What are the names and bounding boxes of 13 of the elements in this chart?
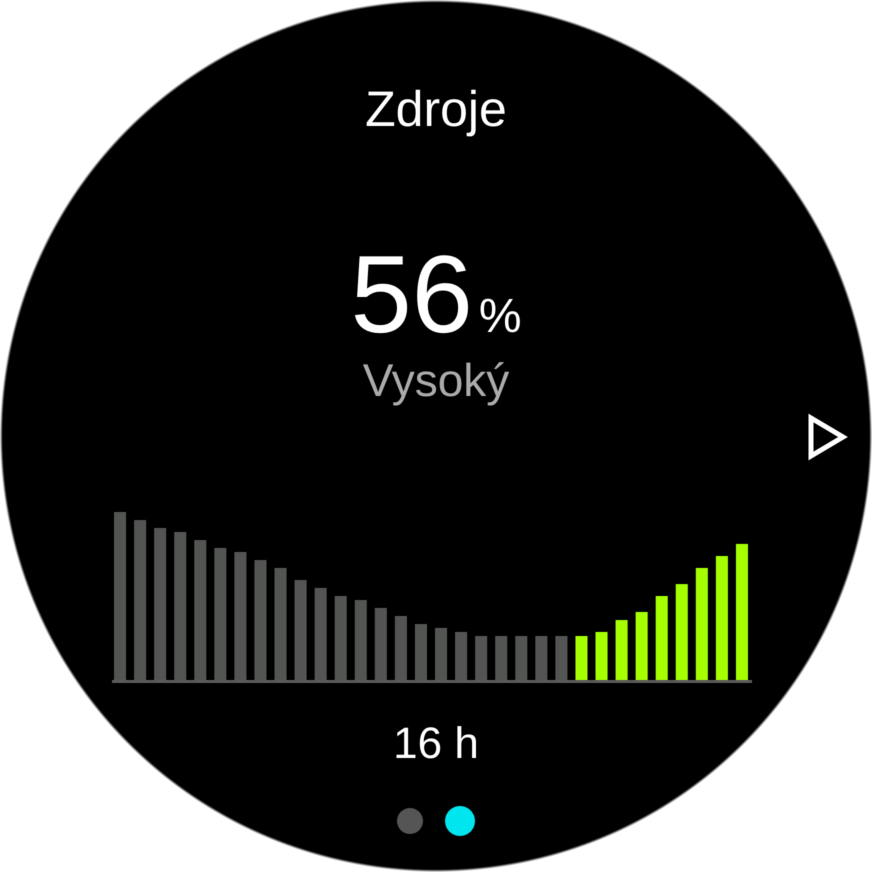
chart-title: Zdroje — [365, 81, 507, 137]
bar — [616, 620, 628, 680]
bar — [716, 556, 728, 680]
bar — [636, 612, 648, 680]
text: Vysoký — [362, 354, 510, 406]
x-axis-title: 16 h — [393, 719, 479, 768]
bar — [696, 568, 708, 680]
bar — [596, 632, 608, 680]
text: 56% — [350, 233, 522, 356]
bar — [736, 544, 748, 680]
bar — [676, 584, 688, 680]
bar — [575, 636, 588, 680]
bar — [656, 596, 668, 680]
